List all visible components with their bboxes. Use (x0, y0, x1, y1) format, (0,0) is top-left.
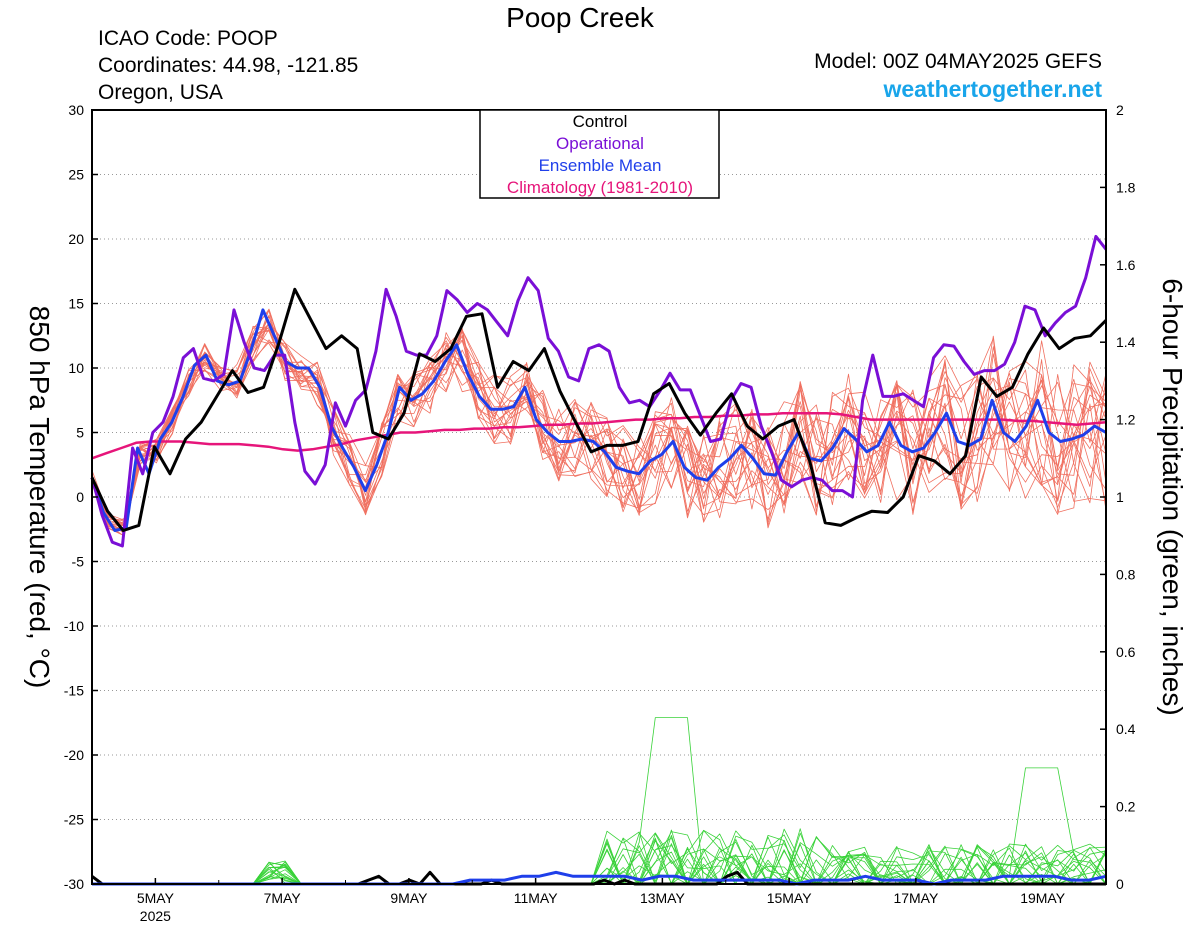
control-temp-line (90, 287, 1108, 532)
right-tick-label: 0.8 (1116, 566, 1136, 582)
ensemble-member-line (91, 314, 1107, 537)
right-tick-label: 0.6 (1116, 644, 1136, 660)
precip-member-line (92, 717, 1107, 885)
precip-member-line (92, 842, 1107, 885)
precip-member-line (92, 830, 1107, 885)
right-tick-label: 1 (1116, 489, 1124, 505)
x-tick-label: 9MAY (390, 890, 428, 906)
right-tick-label: 0.4 (1116, 721, 1136, 737)
left-tick-label: -5 (72, 554, 85, 570)
ensemble-member-line (91, 327, 1107, 522)
left-tick-label: -30 (64, 876, 84, 892)
ensemble-member-line (91, 335, 1107, 526)
legend-box (479, 109, 720, 199)
left-axis-title: 850 hPa Temperature (red, °C) (24, 306, 55, 689)
x-tick-label: 19MAY (1020, 890, 1066, 906)
model-run: Model: 00Z 04MAY2025 GEFS (814, 50, 1102, 73)
left-tick-label: 30 (68, 102, 84, 118)
left-tick-label: 5 (76, 425, 84, 441)
legend-entry: Operational (556, 134, 644, 153)
precipitation-series (92, 717, 1107, 885)
legend-entry: Control (573, 112, 628, 131)
left-tick-label: 20 (68, 231, 84, 247)
grid-lines (92, 174, 1106, 820)
ensemble-member-line (91, 329, 1107, 525)
legend-entry: Ensemble Mean (539, 156, 662, 175)
ensemble-mean-temp-line (90, 308, 1107, 532)
ensemble-member-line (91, 330, 1107, 531)
x-tick-label: 7MAY (264, 890, 302, 906)
axes: 302520151050-5-10-15-20-25-3021.81.61.41… (24, 102, 1188, 924)
left-tick-label: -20 (64, 747, 84, 763)
icao-code: ICAO Code: POOP (98, 27, 278, 50)
left-tick-label: 25 (68, 167, 84, 183)
left-tick-label: 0 (76, 489, 84, 505)
left-tick-label: -10 (64, 618, 84, 634)
left-tick-label: -15 (64, 683, 84, 699)
right-tick-label: 0 (1116, 876, 1124, 892)
region: Oregon, USA (98, 81, 223, 104)
chart-title: Poop Creek (506, 2, 654, 33)
ensemble-member-line (91, 309, 1107, 521)
operational-temp-line (90, 234, 1108, 548)
x-year-label: 2025 (140, 908, 171, 924)
right-tick-label: 1.4 (1116, 334, 1136, 350)
left-tick-label: -25 (64, 812, 84, 828)
right-tick-label: 0.2 (1116, 799, 1136, 815)
right-tick-label: 1.8 (1116, 179, 1136, 195)
temperature-series (90, 234, 1108, 886)
precip-member-line (92, 832, 1107, 885)
x-tick-label: 13MAY (640, 890, 686, 906)
right-axis-title: 6-hour Precipitation (green, inches) (1157, 278, 1188, 715)
climatology-temp-line (91, 411, 1107, 460)
legend-entry: Climatology (1981-2010) (507, 178, 693, 197)
x-tick-label: 17MAY (893, 890, 939, 906)
x-tick-label: 15MAY (767, 890, 813, 906)
legend: Control Operational Ensemble Mean Climatolo… (479, 109, 720, 199)
left-tick-label: 15 (68, 296, 84, 312)
right-tick-label: 1.6 (1116, 257, 1136, 273)
left-tick-label: 10 (68, 360, 84, 376)
right-tick-label: 1.2 (1116, 412, 1136, 428)
x-tick-label: 5MAY (137, 890, 175, 906)
coordinates: Coordinates: 44.98, -121.85 (98, 54, 359, 77)
x-tick-label: 11MAY (514, 890, 558, 906)
site-link[interactable]: weathertogether.net (883, 76, 1102, 102)
right-tick-label: 2 (1116, 102, 1124, 118)
